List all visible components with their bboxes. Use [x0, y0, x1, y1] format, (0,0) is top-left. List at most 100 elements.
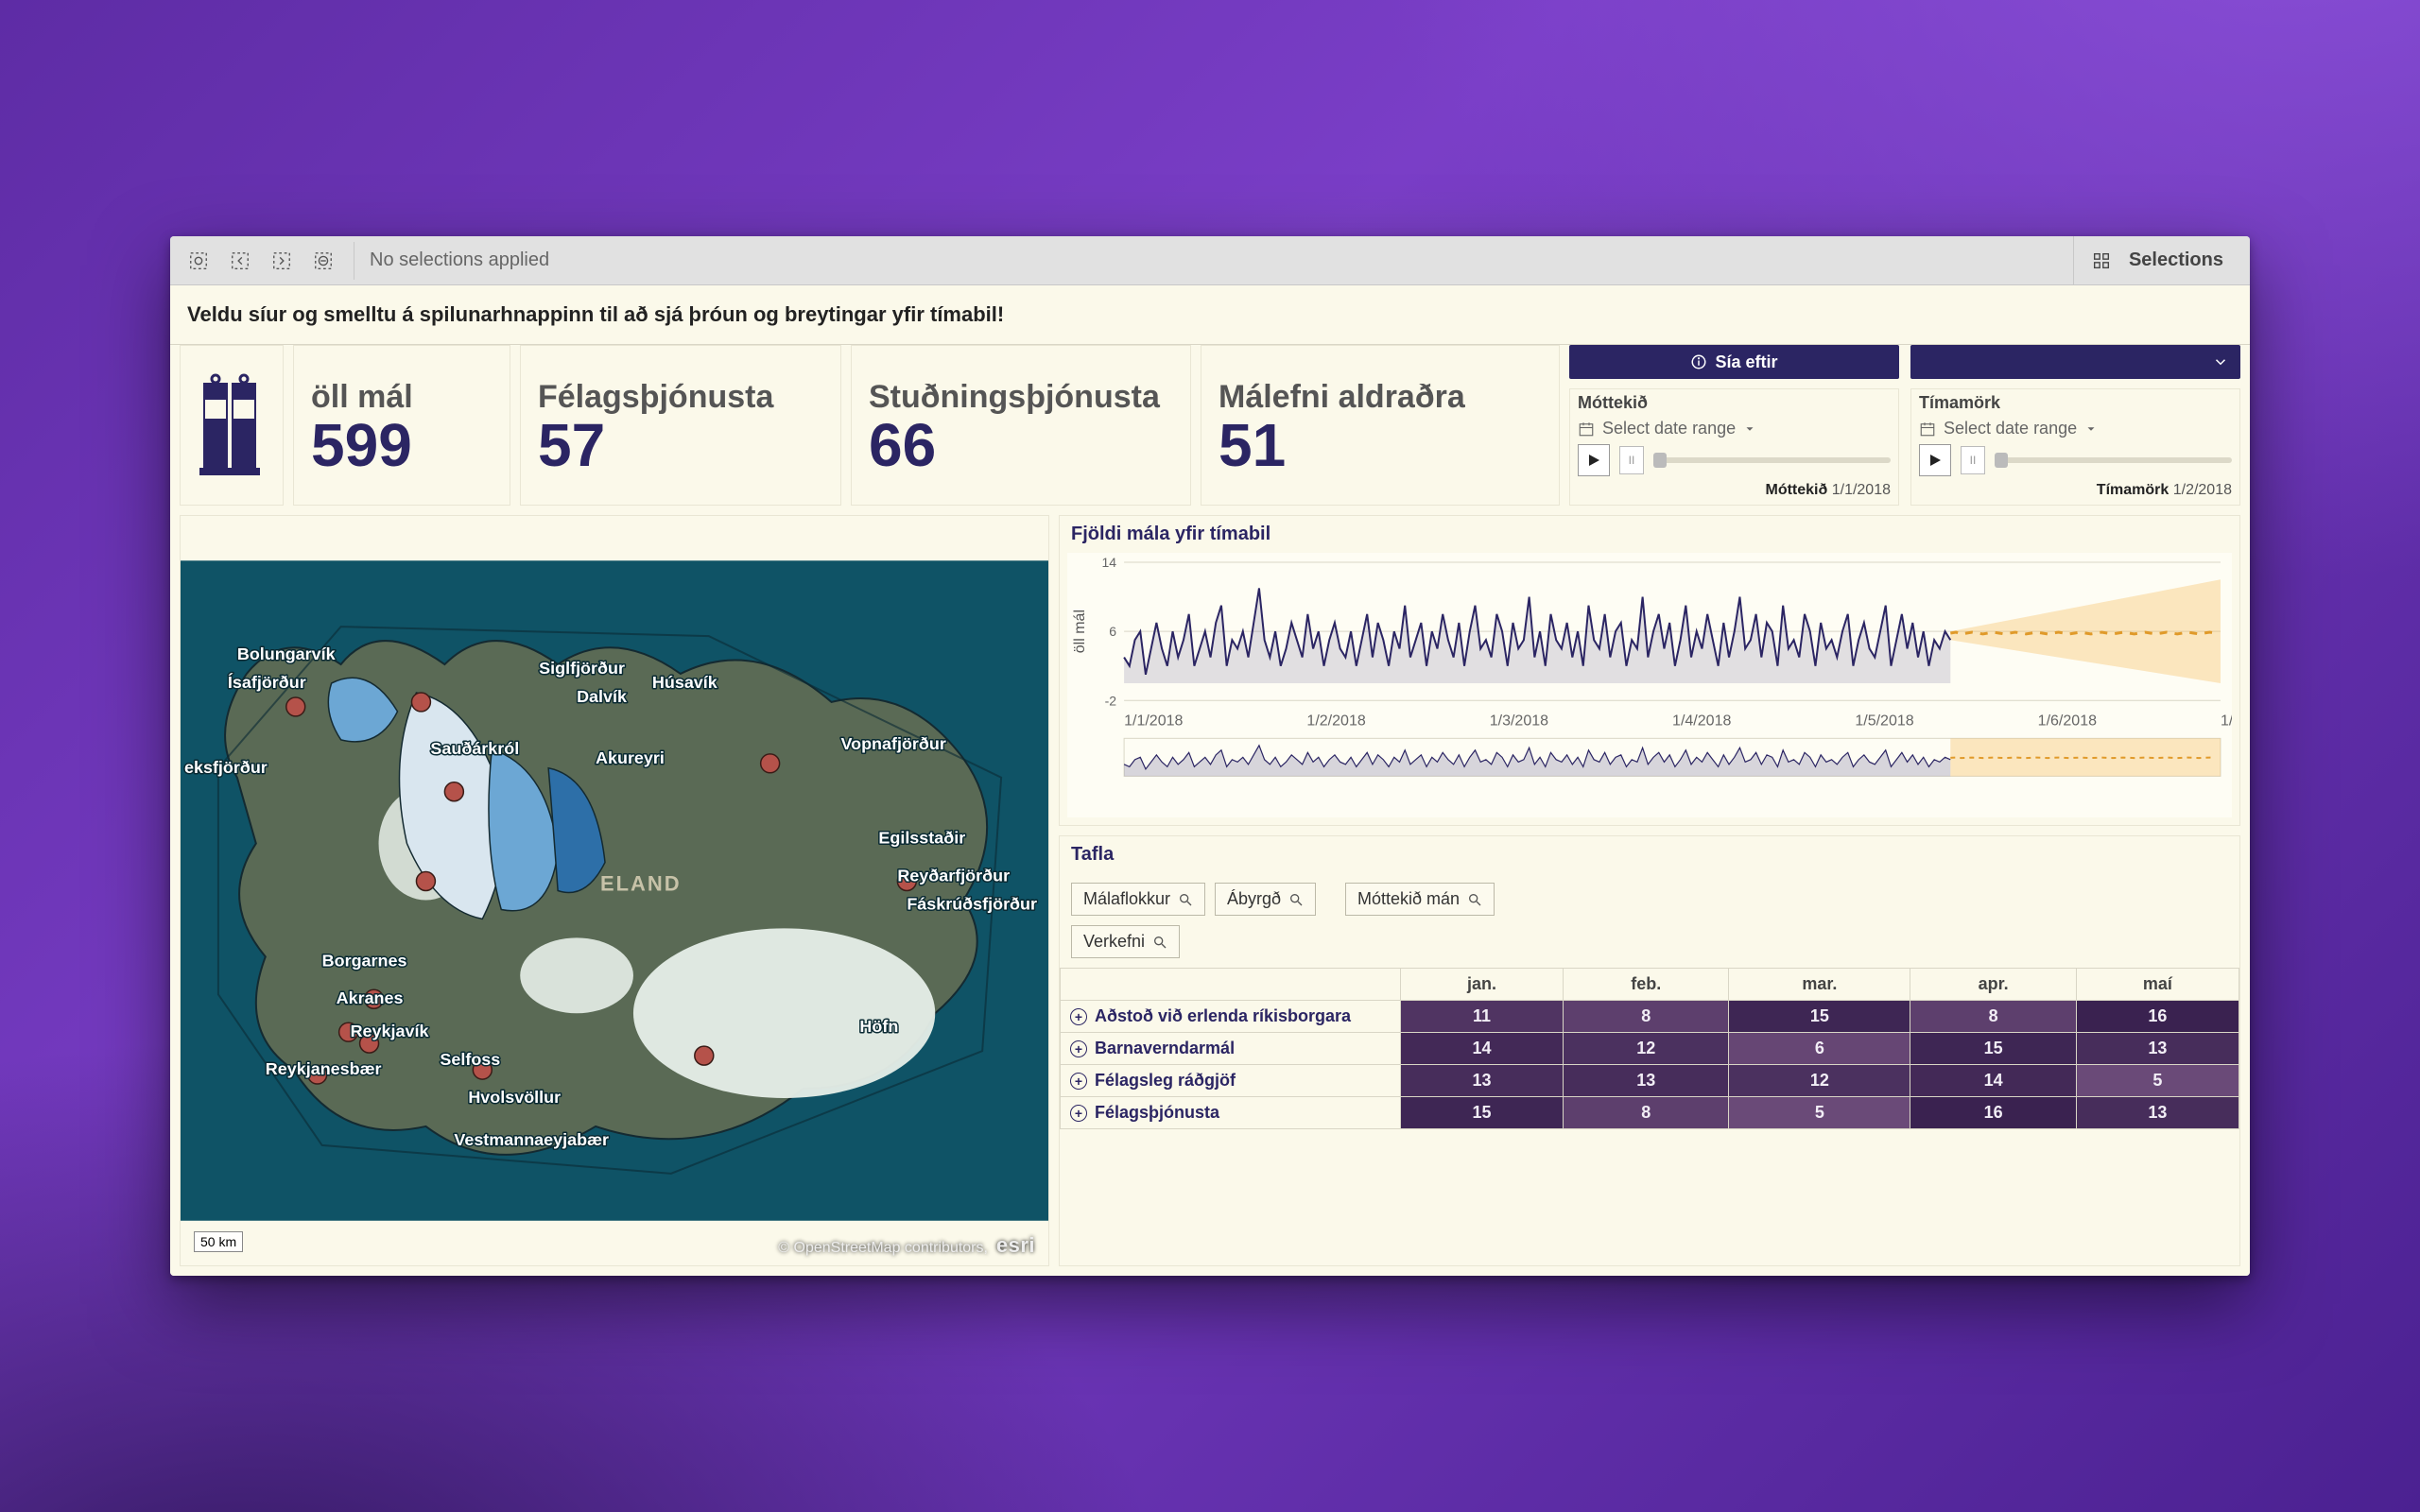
mottekid-player: II [1578, 444, 1891, 476]
mottekid-label: Móttekið [1578, 393, 1891, 413]
month-header[interactable]: feb. [1564, 969, 1729, 1001]
kpi-card-felagsthjonusta[interactable]: Félagsþjónusta 57 [520, 345, 841, 506]
heat-cell[interactable]: 15 [1401, 1097, 1564, 1129]
expand-icon[interactable]: + [1070, 1008, 1087, 1025]
step-back-icon[interactable] [221, 242, 259, 280]
step-forward-icon[interactable] [263, 242, 301, 280]
expand-icon[interactable]: + [1070, 1105, 1087, 1122]
time-slider[interactable] [1995, 457, 2232, 463]
dimension-chip[interactable]: Málaflokkur [1071, 883, 1205, 916]
clear-all-icon[interactable] [304, 242, 342, 280]
heat-cell[interactable]: 5 [1729, 1097, 1910, 1129]
heat-cell[interactable]: 16 [2076, 1001, 2238, 1033]
svg-text:14: 14 [1101, 555, 1116, 570]
svg-text:öll mál: öll mál [1071, 610, 1088, 653]
dashboard-window: No selections applied Selections Veldu s… [170, 236, 2250, 1276]
heat-cell[interactable]: 6 [1729, 1033, 1910, 1065]
month-header[interactable]: mar. [1729, 969, 1910, 1001]
play-button[interactable] [1919, 444, 1951, 476]
expand-icon[interactable]: + [1070, 1040, 1087, 1057]
filter-dropdown-button[interactable] [1910, 345, 2240, 379]
map-attribution: © OpenStreetMap contributors, esri [778, 1233, 1035, 1258]
instruction-banner: Veldu síur og smelltu á spilunarhnappinn… [170, 285, 2250, 345]
svg-text:Siglfjörður: Siglfjörður [539, 659, 625, 678]
calendar-icon [1578, 421, 1595, 438]
table-title: Tafla [1060, 836, 2239, 873]
time-slider[interactable] [1653, 457, 1891, 463]
footer-value: 1/2/2018 [2173, 482, 2232, 498]
osm-attribution: © OpenStreetMap contributors, [778, 1240, 988, 1256]
slider-handle[interactable] [1995, 453, 2008, 468]
heat-cell[interactable]: 11 [1401, 1001, 1564, 1033]
calendar-icon [1919, 421, 1936, 438]
timeseries-svg: -2614öll mál1/1/20181/2/20181/3/20181/4/… [1067, 553, 2232, 817]
selections-label: Selections [2129, 249, 2223, 271]
heat-cell[interactable]: 12 [1564, 1033, 1729, 1065]
row-header[interactable]: +Barnaverndarmál [1061, 1033, 1401, 1065]
row-header[interactable]: +Félagsleg ráðgjöf [1061, 1065, 1401, 1097]
play-button[interactable] [1578, 444, 1610, 476]
heat-cell[interactable]: 13 [2076, 1033, 2238, 1065]
selections-button[interactable]: Selections [2073, 236, 2240, 284]
pivot-table: jan.feb.mar.apr.maí +Aðstoð við erlenda r… [1060, 968, 2239, 1129]
kpi-card-all[interactable]: öll mál 599 [293, 345, 510, 506]
month-header[interactable]: apr. [1910, 969, 2076, 1001]
dimension-chip[interactable]: Verkefni [1071, 925, 1180, 958]
month-header[interactable]: maí [2076, 969, 2238, 1001]
svg-text:6: 6 [1109, 624, 1116, 639]
heat-cell[interactable]: 14 [1910, 1065, 2076, 1097]
heat-cell[interactable]: 14 [1401, 1033, 1564, 1065]
footer-value: 1/1/2018 [1832, 482, 1891, 498]
heat-cell[interactable]: 5 [2076, 1065, 2238, 1097]
selections-toolbar: No selections applied Selections [170, 236, 2250, 285]
pause-button[interactable]: II [1619, 446, 1644, 474]
heat-cell[interactable]: 8 [1910, 1001, 2076, 1033]
pause-button[interactable]: II [1961, 446, 1985, 474]
heat-cell[interactable]: 13 [1564, 1065, 1729, 1097]
slider-handle[interactable] [1653, 453, 1667, 468]
svg-text:-2: -2 [1105, 693, 1117, 708]
heat-cell[interactable]: 15 [1910, 1033, 2076, 1065]
table-scroll[interactable]: jan.feb.mar.apr.maí +Aðstoð við erlenda r… [1060, 968, 2239, 1265]
iceland-map[interactable]: BolungarvíkÍsafjörðureksfjörðurSauðárkró… [180, 515, 1049, 1266]
svg-text:1/2/2018: 1/2/2018 [1306, 712, 1365, 729]
search-icon [1178, 892, 1193, 907]
footer-label: Móttekið [1765, 482, 1827, 498]
kpi-card-studningsthjonusta[interactable]: Stuðningsþjónusta 66 [851, 345, 1191, 506]
timeseries-body[interactable]: -2614öll mál1/1/20181/2/20181/3/20181/4/… [1060, 553, 2239, 825]
row-header[interactable]: +Aðstoð við erlenda ríkisborgara [1061, 1001, 1401, 1033]
dimension-chip[interactable]: Móttekið mán [1345, 883, 1495, 916]
timamork-filter: Tímamörk Select date range II Tímamörk 1… [1910, 388, 2240, 506]
selections-grid-icon [2091, 250, 2112, 271]
kpi-row: öll mál 599 Félagsþjónusta 57 Stuðningsþ… [180, 345, 2240, 506]
date-picker-text: Select date range [1602, 419, 1736, 438]
svg-text:Húsavík: Húsavík [652, 673, 717, 692]
kpi-title: Félagsþjónusta [538, 381, 823, 415]
chip-label: Verkefni [1083, 932, 1145, 952]
mottekid-date-picker[interactable]: Select date range [1578, 419, 1891, 438]
svg-text:Vestmannaeyjabær: Vestmannaeyjabær [454, 1130, 609, 1149]
heat-cell[interactable]: 13 [2076, 1097, 2238, 1129]
smart-search-icon[interactable] [180, 242, 217, 280]
svg-text:1/7/2018: 1/7/2018 [2221, 712, 2232, 729]
svg-text:1/3/2018: 1/3/2018 [1490, 712, 1548, 729]
search-icon [1288, 892, 1304, 907]
timamork-date-picker[interactable]: Select date range [1919, 419, 2232, 438]
heat-cell[interactable]: 13 [1401, 1065, 1564, 1097]
expand-icon[interactable]: + [1070, 1073, 1087, 1090]
svg-text:Sauðárkról: Sauðárkról [430, 739, 519, 758]
timamork-footer: Tímamörk 1/2/2018 [1919, 482, 2232, 499]
heat-cell[interactable]: 15 [1729, 1001, 1910, 1033]
caret-down-icon [1743, 422, 1756, 436]
chip-label: Móttekið mán [1357, 889, 1460, 909]
heat-cell[interactable]: 8 [1564, 1097, 1729, 1129]
sia-eftir-button[interactable]: Sía eftir [1569, 345, 1899, 379]
heat-cell[interactable]: 12 [1729, 1065, 1910, 1097]
row-header[interactable]: +Félagsþjónusta [1061, 1097, 1401, 1129]
kpi-card-malefni-aldraða[interactable]: Málefni aldraðra 51 [1201, 345, 1560, 506]
heat-cell[interactable]: 8 [1564, 1001, 1729, 1033]
month-header[interactable]: jan. [1401, 969, 1564, 1001]
dimension-chip[interactable]: Ábyrgð [1215, 883, 1316, 916]
kpi-title: Stuðningsþjónusta [869, 381, 1173, 415]
heat-cell[interactable]: 16 [1910, 1097, 2076, 1129]
